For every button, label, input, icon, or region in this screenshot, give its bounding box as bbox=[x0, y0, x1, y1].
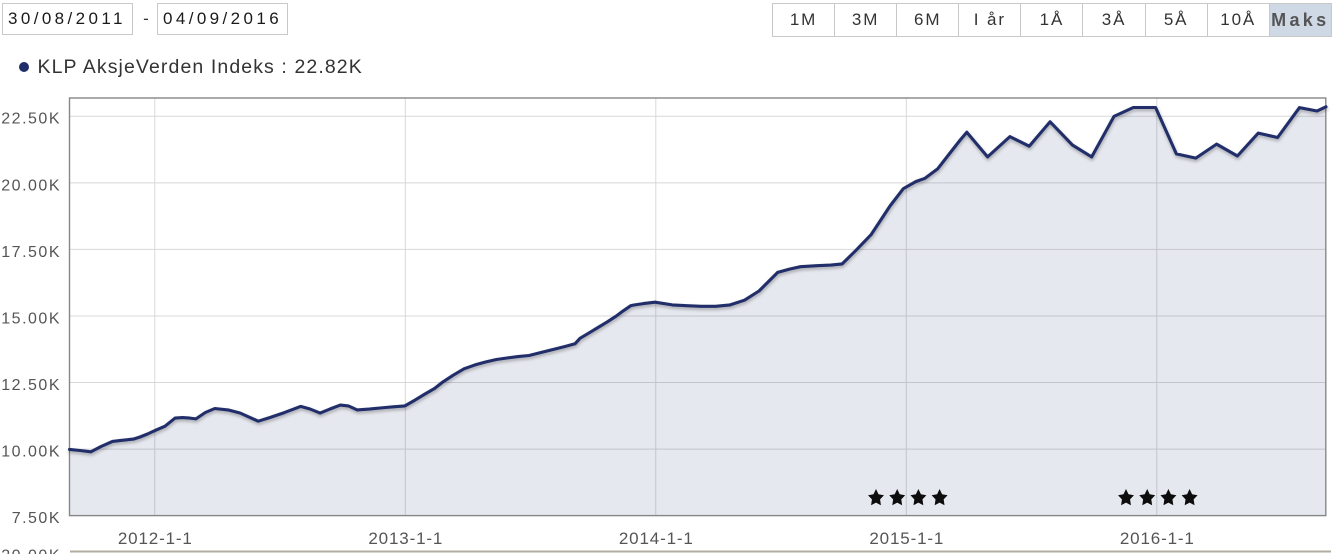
svg-text:2015-1-1: 2015-1-1 bbox=[869, 529, 944, 548]
svg-text:7.50K: 7.50K bbox=[12, 510, 61, 527]
svg-text:2014-1-1: 2014-1-1 bbox=[619, 529, 694, 548]
svg-text:10.00K: 10.00K bbox=[1, 444, 61, 461]
svg-text:12.50K: 12.50K bbox=[1, 377, 61, 394]
svg-text:20.00K: 20.00K bbox=[1, 177, 61, 194]
svg-text:15.00K: 15.00K bbox=[1, 310, 61, 327]
svg-text:2012-1-1: 2012-1-1 bbox=[118, 529, 193, 548]
svg-text:17.50K: 17.50K bbox=[1, 244, 61, 261]
svg-text:20.00K: 20.00K bbox=[1, 548, 61, 554]
svg-text:2016-1-1: 2016-1-1 bbox=[1120, 529, 1195, 548]
svg-text:2013-1-1: 2013-1-1 bbox=[368, 529, 443, 548]
svg-text:22.50K: 22.50K bbox=[1, 111, 61, 128]
